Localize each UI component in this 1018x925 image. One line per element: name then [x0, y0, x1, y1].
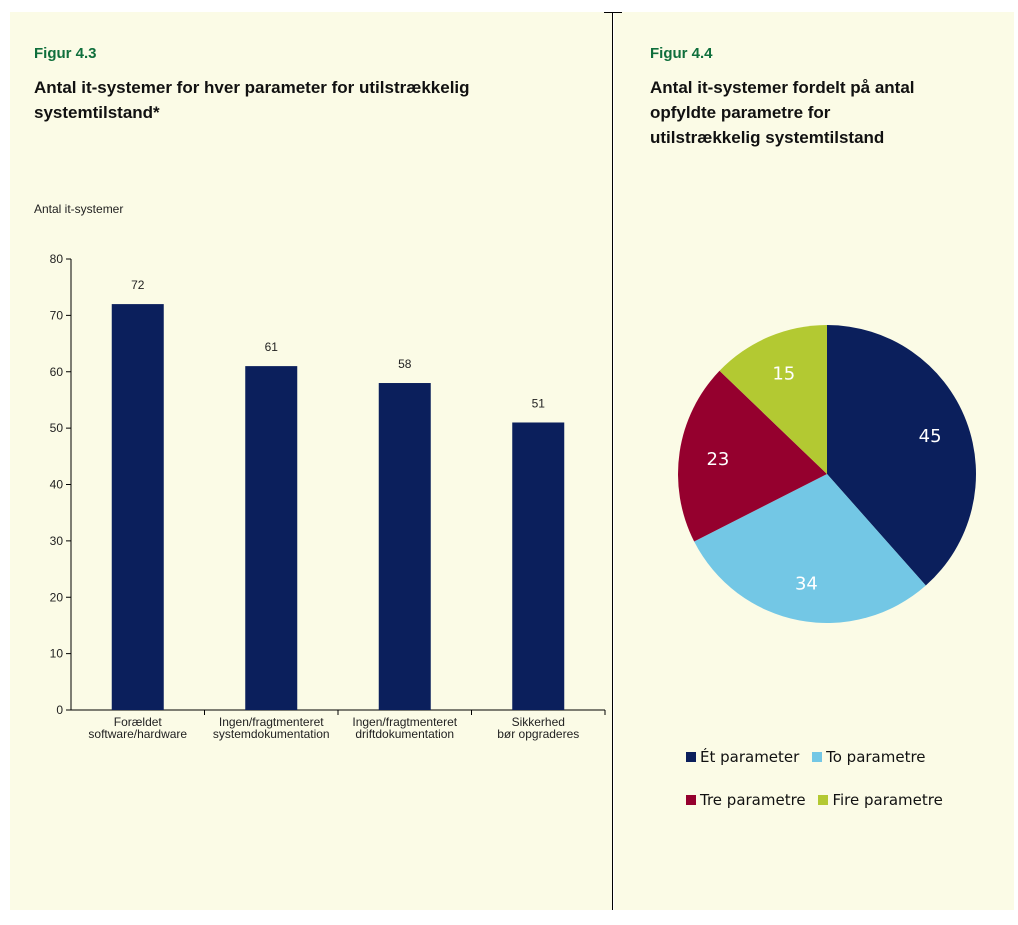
figure-4-4-title: Antal it-systemer fordelt på antal opfyl…: [650, 75, 915, 150]
bar-data-label: 61: [265, 340, 279, 354]
y-axis-title: Antal it-systemer: [34, 202, 123, 216]
legend-label-to-parametre: To parametre: [826, 748, 926, 766]
legend-swatch-tre-parametre: [686, 795, 696, 805]
figure-4-3-title-line1: Antal it-systemer for hver parameter for…: [34, 78, 470, 97]
legend-item-tre-parametre: Tre parametre: [686, 791, 806, 809]
figure-4-3-label: Figur 4.3: [34, 45, 97, 62]
left-figure-panel: [10, 12, 612, 910]
pie-slice: [678, 370, 827, 542]
pie-slice-label: 15: [772, 364, 795, 385]
figure-4-4-title-line3: utilstrækkelig systemtilstand: [650, 128, 885, 147]
divider-top-tick: [604, 12, 622, 13]
bar-data-label: 51: [532, 396, 546, 410]
figure-4-4-title-line1: Antal it-systemer fordelt på antal: [650, 78, 915, 97]
figure-4-3-title-line2: systemtilstand*: [34, 103, 160, 122]
bar-data-label: 72: [131, 278, 145, 292]
y-tick-label: 50: [50, 421, 64, 435]
pie-slice: [719, 325, 827, 474]
pie-slice-label: 34: [795, 573, 818, 594]
bar-chart: Antal it-systemer 0 10 20 30 40 50 60 70 80 72 Foræ…: [34, 202, 606, 741]
legend-item-et-parameter: Ét parameter: [686, 748, 799, 766]
legend-item-fire-parametre: Fire parametre: [818, 791, 943, 809]
x-category-label: Ingen/fragtmenteret: [352, 715, 457, 729]
y-tick-label: 0: [56, 703, 63, 717]
figure-4-3-title: Antal it-systemer for hver parameter for…: [34, 75, 470, 125]
legend-label-et-parameter: Ét parameter: [700, 748, 800, 766]
y-tick-label: 80: [50, 252, 64, 266]
bar-data-label: 58: [398, 357, 412, 371]
x-category-label: Ingen/fragtmenteret: [219, 715, 324, 729]
pie-slice-label: 23: [706, 449, 729, 470]
legend-item-to-parametre: To parametre: [812, 748, 926, 766]
x-category-label: software/hardware: [88, 727, 187, 741]
figure-4-4-title-line2: opfyldte parametre for: [650, 103, 831, 122]
pie-slice: [694, 474, 926, 623]
legend-label-tre-parametre: Tre parametre: [700, 791, 806, 809]
bar: [245, 366, 298, 710]
bar: [512, 422, 565, 710]
legend-swatch-fire-parametre: [818, 795, 829, 805]
y-tick-label: 10: [50, 647, 64, 661]
y-tick-label: 70: [50, 308, 64, 322]
x-category-label: driftdokumentation: [355, 727, 454, 741]
x-category-label: Sikkerhed: [512, 715, 565, 729]
bar: [378, 383, 431, 710]
pie-slice-label: 45: [919, 426, 942, 447]
pie-slice: [827, 325, 976, 586]
pie-legend-row-2: Tre parametre Fire parametre: [686, 791, 951, 809]
x-category-label: systemdokumentation: [213, 727, 330, 741]
y-tick-label: 60: [50, 365, 64, 379]
y-tick-label: 30: [50, 534, 64, 548]
legend-label-fire-parametre: Fire parametre: [832, 791, 943, 809]
bar: [111, 304, 164, 710]
x-category-label: Forældet: [114, 715, 163, 729]
pie-legend-row-1: Ét parameter To parametre: [686, 748, 934, 766]
legend-swatch-to-parametre: [812, 752, 823, 762]
y-tick-label: 20: [50, 590, 64, 604]
panel-divider: [612, 12, 613, 910]
legend-swatch-et-parameter: [686, 752, 696, 762]
figure-4-4-label: Figur 4.4: [650, 45, 713, 62]
x-category-label: bør opgraderes: [497, 727, 579, 741]
y-tick-label: 40: [50, 478, 64, 492]
